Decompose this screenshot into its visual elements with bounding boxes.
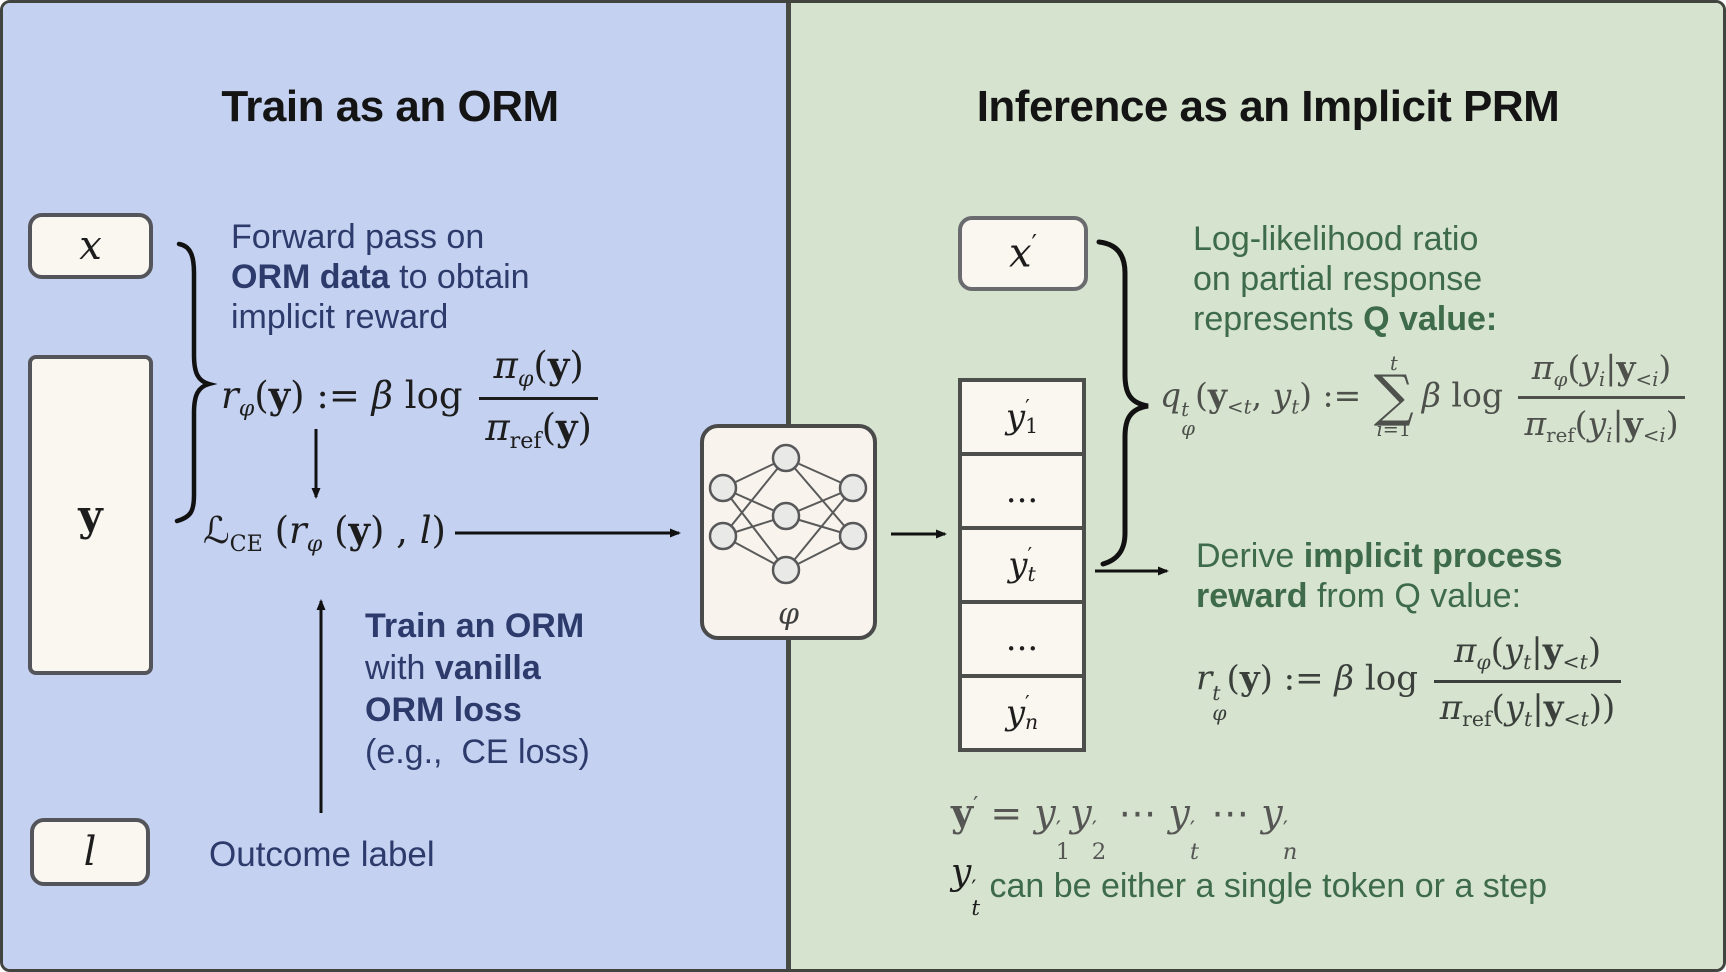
inference-prm-panel — [789, 3, 1723, 969]
implicit-reward-formula-body: rφ(y) := β log πφ(y) πref(y) — [221, 343, 603, 453]
derive-line-1: Derive implicit process — [1196, 537, 1563, 575]
derive-line-2: reward from Q value: — [1196, 577, 1522, 615]
response-y-label: y — [78, 490, 103, 540]
prompt-x-box: x — [28, 213, 153, 279]
implicit-reward-formula: rφ(y) := β log πφ(y) πref(y) — [221, 343, 603, 453]
forward-pass-line-3: implicit reward — [231, 298, 449, 336]
policy-model-box: φ — [700, 424, 877, 640]
token-or-step-note: y ′ t can be either a single token or a st… — [951, 852, 1548, 920]
left-panel-title: Train as an ORM — [221, 82, 559, 131]
train-orm-text: Train an ORM with vanilla ORM loss (e.g.… — [365, 605, 590, 773]
response-y-box: y — [28, 355, 153, 675]
train-orm-line-3: ORM loss — [365, 691, 522, 729]
process-reward-formula: r t φ (y) := β log πφ(yt|y<t) πref(yt|y<t)) — [1196, 631, 1626, 731]
right-panel-title: Inference as an Implicit PRM — [976, 82, 1560, 131]
outcome-label-text: Outcome label — [209, 835, 435, 874]
prompt-x-prime-label: x′ — [1008, 230, 1037, 277]
loglik-line-2: on partial response — [1193, 260, 1483, 298]
note-text: can be either a single token or a step — [980, 866, 1548, 905]
token-cell-y1: y ′ 1 — [958, 378, 1086, 456]
prompt-x-label: x — [79, 223, 102, 269]
loglik-line-3: represents Q value: — [1193, 300, 1498, 338]
outcome-label-l-box: l — [30, 818, 150, 886]
process-reward-formula-body: r t φ (y) := β log πφ(yt|y<t) πref(yt|y<t)) — [1196, 631, 1626, 731]
outcome-label-l: l — [83, 829, 97, 875]
ce-loss-formula: ℒCE (rφ (y) , l) — [203, 508, 446, 557]
forward-pass-text: Forward pass on ORM data to obtain impli… — [231, 217, 530, 337]
token-cell-ellipsis-1: ... — [958, 452, 1086, 530]
sequence-formula: y′ = y ′ 1 y ′ 2 ⋯ y ′ t ⋯ y ′ n — [951, 790, 1297, 864]
forward-pass-line-1: Forward pass on — [231, 218, 485, 256]
prompt-x-prime-box: x′ — [958, 216, 1088, 291]
train-orm-line-2: with vanilla — [365, 649, 541, 687]
q-value-formula: q t φ (y<t, yt) := t ∑ i=1 β log πφ(yi|y<i) πre… — [1160, 338, 1690, 456]
neural-network-icon — [708, 443, 868, 585]
ce-loss-formula-body: ℒCE (rφ (y) , l) — [203, 508, 446, 557]
forward-pass-line-2: ORM data to obtain — [231, 258, 530, 296]
train-orm-line-1: Train an ORM — [365, 607, 585, 645]
sequence-formula-body: y′ = y ′ 1 y ′ 2 ⋯ y ′ t ⋯ y ′ n — [951, 790, 1298, 866]
loglik-line-1: Log-likelihood ratio — [1193, 220, 1479, 258]
loglik-text: Log-likelihood ratio on partial response… — [1193, 219, 1497, 339]
train-orm-line-4: (e.g., CE loss) — [365, 733, 590, 771]
token-cell-yn: y ′ n — [958, 674, 1086, 752]
token-cell-ellipsis-2: ... — [958, 600, 1086, 678]
response-token-column: y ′ 1 ... y ′ t ... y ′ n — [958, 378, 1086, 752]
q-value-formula-body: q t φ (y<t, yt) := t ∑ i=1 β log πφ(yi|y<i) πre… — [1160, 348, 1690, 446]
token-cell-yt: y ′ t — [958, 526, 1086, 604]
derive-text: Derive implicit process reward from Q va… — [1196, 536, 1563, 616]
phi-label: φ — [777, 597, 799, 632]
note-yt-math: y ′ t — [951, 852, 981, 922]
